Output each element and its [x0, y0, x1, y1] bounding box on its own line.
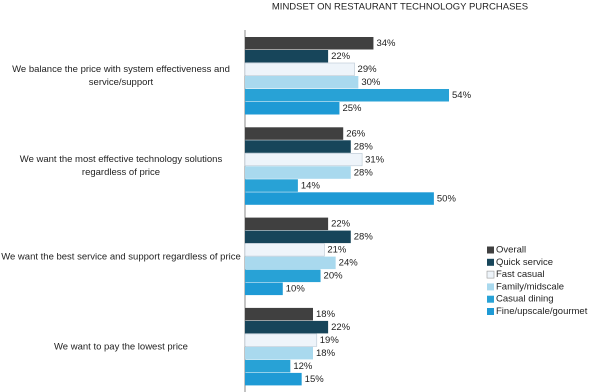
bar	[245, 307, 313, 321]
bar	[245, 256, 336, 270]
legend-label: Overall	[496, 245, 526, 256]
value-label: 19%	[320, 335, 340, 346]
bar	[245, 127, 344, 140]
value-label: 22%	[331, 322, 351, 333]
category-label: We balance the price with system effecti…	[12, 64, 230, 88]
value-label: 15%	[305, 374, 325, 385]
value-label: 14%	[301, 180, 321, 191]
legend-swatch	[486, 270, 495, 279]
bar	[244, 243, 325, 257]
legend-label: Fine/upscale/gourmet	[496, 306, 588, 317]
bar	[245, 37, 374, 50]
value-label: 28%	[354, 167, 374, 178]
value-label: 34%	[376, 38, 396, 49]
value-label: 20%	[324, 271, 344, 282]
bar	[245, 166, 351, 179]
value-label: 22%	[331, 219, 351, 230]
legend-label: Fast casual	[496, 269, 545, 280]
legend-label: Quick service	[496, 257, 553, 268]
bar	[245, 140, 351, 153]
value-label: 22%	[331, 51, 351, 62]
legend-label: Casual dining	[496, 294, 554, 305]
bar	[245, 230, 351, 244]
value-label: 18%	[316, 309, 336, 320]
chart-title: MINDSET ON RESTAURANT TECHNOLOGY PURCHAS…	[272, 2, 528, 13]
value-label: 50%	[437, 193, 457, 204]
bar	[245, 76, 359, 89]
bar	[245, 282, 283, 296]
value-label: 24%	[339, 258, 359, 269]
legend-label: Family/midscale	[496, 281, 564, 292]
legend-swatch	[487, 295, 494, 303]
bar	[245, 217, 329, 231]
legend-swatch	[487, 246, 494, 254]
value-label: 12%	[293, 361, 313, 372]
value-label: 29%	[358, 64, 378, 75]
bar	[244, 333, 318, 347]
value-label: 54%	[452, 90, 472, 101]
bar	[245, 372, 302, 386]
category-label: We want to pay the lowest price	[54, 341, 188, 353]
category-label: We want the most effective technology so…	[19, 154, 223, 179]
value-label: 26%	[346, 128, 366, 139]
value-label: 30%	[361, 77, 381, 88]
value-label: 28%	[354, 141, 374, 152]
bar	[244, 62, 355, 76]
bar	[245, 346, 313, 360]
bar	[245, 179, 298, 192]
bar	[245, 359, 291, 373]
legend-swatch	[487, 308, 494, 315]
bar	[245, 102, 340, 115]
value-label: 21%	[327, 245, 347, 256]
bar	[245, 50, 329, 63]
value-label: 28%	[354, 232, 374, 243]
bar	[245, 269, 321, 283]
bar	[245, 89, 449, 102]
legend-swatch	[487, 258, 494, 266]
bar	[245, 320, 329, 334]
value-label: 18%	[316, 348, 336, 359]
bar	[245, 192, 434, 205]
legend-swatch	[487, 283, 494, 291]
category-label: We want the best service and support reg…	[1, 251, 241, 263]
value-label: 25%	[342, 103, 362, 114]
value-label: 10%	[286, 284, 306, 295]
value-label: 31%	[365, 154, 385, 165]
bar	[244, 153, 363, 167]
